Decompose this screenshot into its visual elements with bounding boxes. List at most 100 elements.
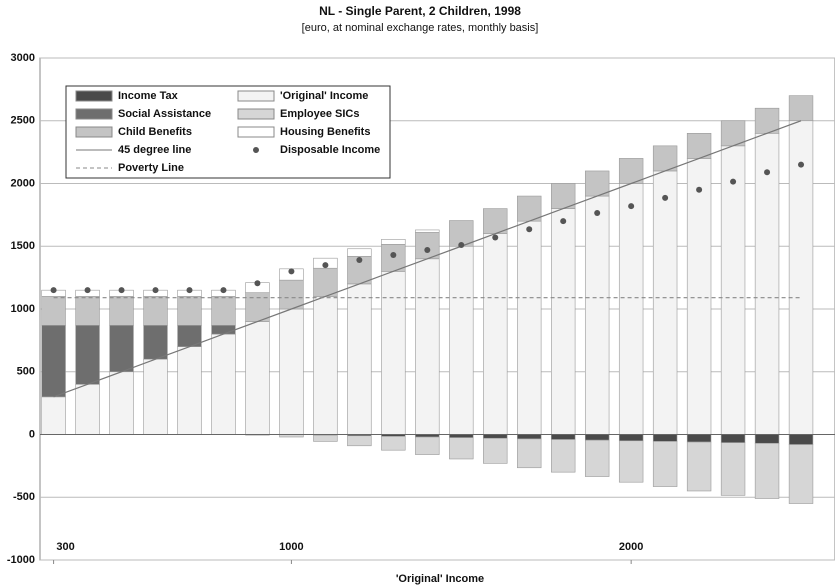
- y-tick-label: 2000: [11, 177, 35, 189]
- disposable-dot: [152, 287, 159, 294]
- bar-segment: [177, 346, 202, 435]
- legend-swatch: [237, 126, 275, 138]
- disposable-dot: [322, 262, 329, 269]
- disposable-dot: [798, 161, 805, 168]
- disposable-dot: [118, 287, 125, 294]
- bar-segment: [551, 439, 576, 473]
- legend-box: [65, 85, 391, 179]
- bar-segment: [720, 145, 746, 435]
- bar-segment: [551, 434, 576, 440]
- bar-segment: [652, 441, 678, 487]
- bar-segment: [584, 170, 610, 197]
- bar-segment: [279, 308, 304, 435]
- chart-title: NL - Single Parent, 2 Children, 1998: [319, 4, 521, 18]
- disposable-dot: [288, 268, 295, 275]
- bar-segment: [211, 325, 236, 335]
- disposable-dot: [186, 287, 193, 294]
- bar-segment: [245, 321, 270, 435]
- legend-label: Child Benefits: [118, 126, 192, 138]
- y-tick-label: 500: [17, 366, 35, 378]
- bar-segment: [788, 95, 814, 122]
- bar-segment: [177, 296, 202, 326]
- bar-segment: [449, 245, 474, 435]
- y-tick-label: 3000: [11, 52, 35, 64]
- bar-segment: [415, 436, 440, 455]
- legend-label: 45 degree line: [118, 144, 191, 156]
- disposable-dot: [662, 194, 669, 201]
- disposable-dot: [628, 203, 635, 210]
- bar-segment: [720, 120, 746, 147]
- bar-segment: [618, 158, 644, 184]
- bar-segment: [109, 325, 134, 373]
- disposable-dot: [730, 178, 737, 185]
- bar-segment: [483, 208, 508, 235]
- bar-segment: [381, 271, 406, 435]
- bar-segment: [483, 233, 508, 435]
- bar-segment: [381, 239, 406, 245]
- bar-segment: [618, 183, 644, 435]
- bar-segment: [483, 437, 508, 464]
- disposable-dot: [356, 257, 363, 264]
- x-axis-title: 'Original' Income: [396, 573, 484, 585]
- bar-segment: [313, 267, 338, 297]
- bar-segment: [754, 107, 780, 134]
- bar-segment: [109, 371, 134, 435]
- bar-segment: [788, 434, 814, 445]
- disposable-dot: [458, 241, 465, 248]
- bar-segment: [75, 325, 100, 385]
- bar-segment: [720, 442, 746, 496]
- bar-segment: [41, 296, 66, 326]
- bar-segment: [41, 325, 66, 398]
- bar-segment: [75, 296, 100, 326]
- bar-segment: [313, 434, 338, 442]
- disposable-dot: [764, 169, 771, 176]
- bar-segment: [381, 436, 406, 451]
- bar-segment: [41, 396, 66, 435]
- bar-segment: [584, 439, 610, 477]
- bar-segment: [415, 258, 440, 435]
- bar-segment: [652, 170, 678, 435]
- bar-segment: [788, 120, 814, 435]
- bar-segment: [584, 434, 610, 441]
- bar-segment: [347, 435, 372, 447]
- disposable-dot: [492, 234, 499, 241]
- disposable-dot: [50, 287, 57, 294]
- legend-swatch: [75, 108, 113, 120]
- bar-segment: [449, 437, 474, 460]
- legend-label: Poverty Line: [118, 162, 184, 174]
- x-tick-label: 1000: [279, 541, 303, 553]
- disposable-dot: [560, 218, 567, 225]
- bar-segment: [788, 444, 814, 504]
- disposable-dot: [84, 287, 91, 294]
- legend-swatch: [237, 90, 275, 102]
- bar-segment: [143, 325, 168, 360]
- bar-segment: [211, 333, 236, 435]
- bar-segment: [109, 296, 134, 326]
- bar-segment: [652, 145, 678, 172]
- bar-segment: [517, 195, 542, 222]
- legend-label: 'Original' Income: [280, 90, 368, 102]
- bar-segment: [143, 296, 168, 326]
- disposable-dot: [220, 287, 227, 294]
- y-tick-label: 1500: [11, 240, 35, 252]
- bar-segment: [551, 208, 576, 435]
- bar-segment: [313, 296, 338, 435]
- y-tick-label: 0: [29, 428, 35, 440]
- y-tick-label: -500: [13, 491, 35, 503]
- chart-subtitle: [euro, at nominal exchange rates, monthl…: [302, 22, 539, 34]
- legend-swatch: [75, 126, 113, 138]
- bar-segment: [551, 183, 576, 209]
- bar-segment: [618, 434, 644, 442]
- bar-segment: [754, 434, 780, 444]
- bar-segment: [517, 438, 542, 469]
- bar-segment: [75, 383, 100, 435]
- bar-segment: [754, 442, 780, 499]
- bar-segment: [517, 220, 542, 435]
- x-tick-label: 300: [56, 541, 74, 553]
- bar-segment: [584, 195, 610, 435]
- disposable-dot: [526, 226, 533, 233]
- legend-label: Social Assistance: [118, 108, 211, 120]
- bar-segment: [211, 296, 236, 326]
- legend-swatch: [237, 108, 275, 120]
- disposable-dot: [594, 209, 601, 216]
